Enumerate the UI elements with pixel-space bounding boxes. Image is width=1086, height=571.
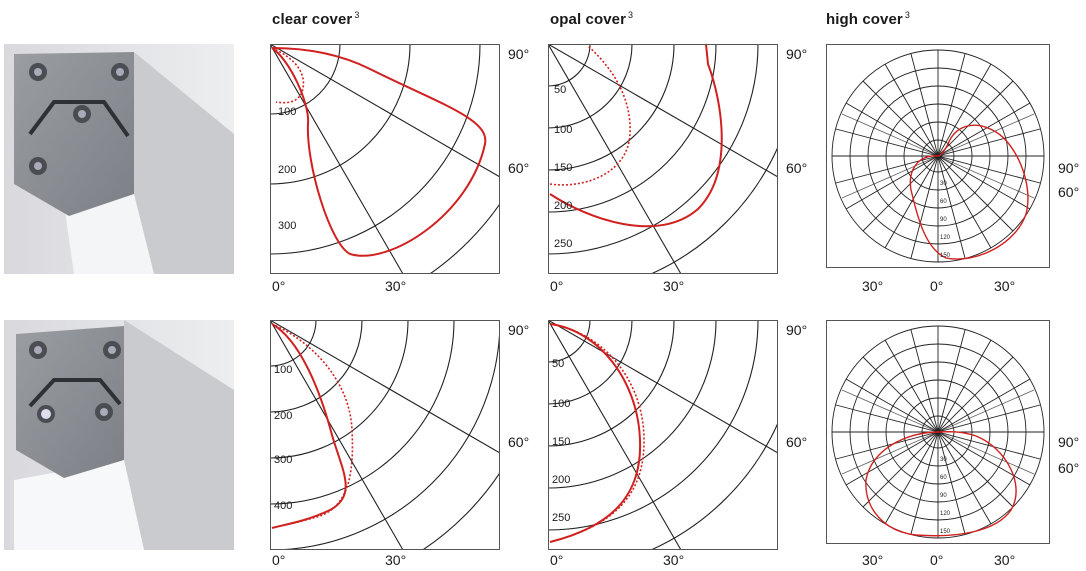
angle-label-90: 90° bbox=[786, 46, 808, 62]
angle-label-60: 60° bbox=[508, 160, 530, 176]
angle-label-60: 60° bbox=[786, 160, 808, 176]
ring-label: 90 bbox=[940, 493, 947, 499]
ring-label: 400 bbox=[274, 500, 293, 512]
angle-label-0: 0° bbox=[930, 278, 944, 294]
angle-label-90: 90° bbox=[508, 322, 530, 338]
ring-label: 200 bbox=[278, 164, 297, 176]
angle-label-30: 30° bbox=[385, 552, 407, 568]
product-photo-top bbox=[4, 44, 234, 274]
angle-label-60: 60° bbox=[1058, 460, 1080, 476]
ring-label: 50 bbox=[554, 84, 567, 96]
ring-label: 200 bbox=[554, 200, 573, 212]
ring-label: 100 bbox=[552, 398, 571, 410]
diagram-high-cover-top: 30 60 90 120 150 bbox=[826, 44, 1056, 274]
ring-label: 100 bbox=[274, 364, 293, 376]
ring-label: 150 bbox=[940, 253, 951, 259]
angle-label-0: 0° bbox=[550, 552, 564, 568]
angle-label-0: 0° bbox=[550, 278, 564, 294]
angle-label-30: 30° bbox=[663, 552, 685, 568]
ring-label: 90 bbox=[940, 217, 947, 223]
ring-label: 150 bbox=[552, 436, 571, 448]
ring-label: 50 bbox=[552, 358, 565, 370]
ring-label: 120 bbox=[940, 235, 951, 241]
ring-label: 100 bbox=[554, 124, 573, 136]
angle-label-30: 30° bbox=[862, 552, 884, 568]
ring-label: 250 bbox=[554, 238, 573, 250]
angle-label-60: 60° bbox=[1058, 184, 1080, 200]
ring-label: 200 bbox=[274, 410, 293, 422]
angle-label-90: 90° bbox=[508, 46, 530, 62]
diagram-high-cover-bottom: 30 60 90 120 150 bbox=[826, 320, 1056, 550]
ring-label: 150 bbox=[940, 529, 951, 535]
angle-label-30: 30° bbox=[663, 278, 685, 294]
ring-label: 250 bbox=[552, 512, 571, 524]
header-high-cover: high cover 3 bbox=[826, 10, 910, 28]
header-opal-cover: opal cover 3 bbox=[550, 10, 634, 28]
angle-label-90: 90° bbox=[1058, 434, 1080, 450]
ring-label: 30 bbox=[940, 457, 947, 463]
diagram-opal-cover-top: 50 100 150 200 250 bbox=[548, 44, 778, 274]
angle-label-0: 0° bbox=[272, 278, 286, 294]
ring-label: 60 bbox=[940, 199, 947, 205]
header-clear-cover: clear cover 3 bbox=[272, 10, 360, 28]
ring-label: 100 bbox=[278, 106, 297, 118]
diagram-clear-cover-bottom: 100 200 300 400 bbox=[270, 320, 500, 550]
ring-label: 150 bbox=[554, 162, 573, 174]
angle-label-30: 30° bbox=[994, 552, 1016, 568]
angle-label-0: 0° bbox=[272, 552, 286, 568]
ring-label: 300 bbox=[274, 454, 293, 466]
angle-label-90: 90° bbox=[1058, 160, 1080, 176]
angle-label-60: 60° bbox=[508, 434, 530, 450]
angle-label-30: 30° bbox=[862, 278, 884, 294]
ring-label: 300 bbox=[278, 220, 297, 232]
ring-label: 60 bbox=[940, 475, 947, 481]
angle-label-60: 60° bbox=[786, 434, 808, 450]
ring-label: 120 bbox=[940, 511, 951, 517]
angle-label-30: 30° bbox=[385, 278, 407, 294]
diagram-clear-cover-top: 100 200 300 bbox=[270, 44, 500, 274]
angle-label-30: 30° bbox=[994, 278, 1016, 294]
ring-label: 30 bbox=[940, 181, 947, 187]
angle-label-0: 0° bbox=[930, 552, 944, 568]
product-photo-bottom bbox=[4, 320, 234, 550]
diagram-opal-cover-bottom: 50 100 150 200 250 bbox=[548, 320, 778, 550]
angle-label-90: 90° bbox=[786, 322, 808, 338]
ring-label: 200 bbox=[552, 474, 571, 486]
